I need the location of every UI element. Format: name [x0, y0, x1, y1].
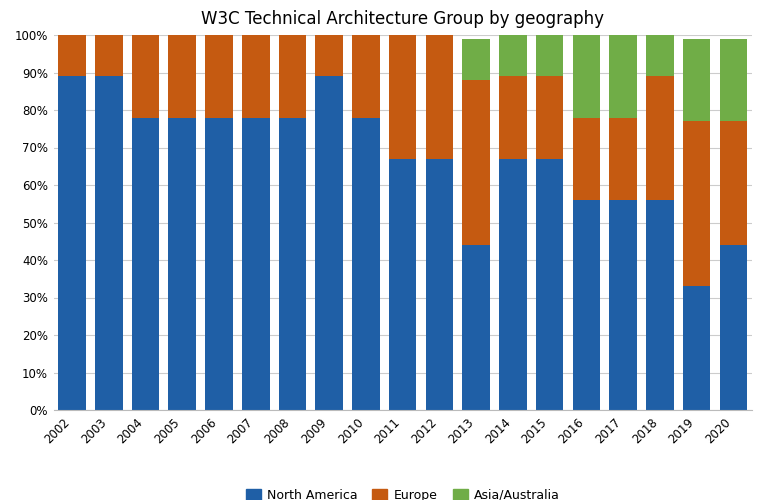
- Bar: [609, 35, 637, 117]
- Bar: [536, 76, 564, 159]
- Bar: [95, 35, 123, 76]
- Bar: [536, 159, 564, 410]
- Bar: [426, 159, 453, 410]
- Bar: [573, 118, 600, 200]
- Bar: [242, 35, 269, 117]
- Bar: [719, 39, 747, 121]
- Bar: [499, 159, 527, 410]
- Bar: [315, 76, 343, 410]
- Bar: [536, 35, 564, 76]
- Bar: [646, 76, 673, 200]
- Bar: [278, 35, 306, 117]
- Bar: [58, 76, 86, 410]
- Bar: [242, 118, 269, 410]
- Bar: [463, 80, 490, 245]
- Bar: [646, 35, 673, 76]
- Bar: [646, 200, 673, 410]
- Legend: North America, Europe, Asia/Australia: North America, Europe, Asia/Australia: [241, 484, 565, 500]
- Bar: [169, 35, 196, 117]
- Bar: [463, 39, 490, 80]
- Bar: [573, 35, 600, 117]
- Bar: [426, 35, 453, 159]
- Bar: [609, 200, 637, 410]
- Bar: [683, 39, 710, 121]
- Bar: [389, 159, 416, 410]
- Bar: [278, 118, 306, 410]
- Bar: [389, 35, 416, 159]
- Bar: [719, 245, 747, 410]
- Bar: [463, 245, 490, 410]
- Bar: [609, 118, 637, 200]
- Bar: [499, 76, 527, 159]
- Bar: [58, 35, 86, 76]
- Bar: [132, 118, 160, 410]
- Bar: [132, 35, 160, 117]
- Bar: [315, 35, 343, 76]
- Bar: [169, 118, 196, 410]
- Title: W3C Technical Architecture Group by geography: W3C Technical Architecture Group by geog…: [201, 10, 604, 28]
- Bar: [206, 118, 232, 410]
- Bar: [352, 118, 380, 410]
- Bar: [206, 35, 232, 117]
- Bar: [683, 121, 710, 286]
- Bar: [352, 35, 380, 117]
- Bar: [573, 200, 600, 410]
- Bar: [499, 35, 527, 76]
- Bar: [95, 76, 123, 410]
- Bar: [719, 121, 747, 245]
- Bar: [683, 286, 710, 410]
